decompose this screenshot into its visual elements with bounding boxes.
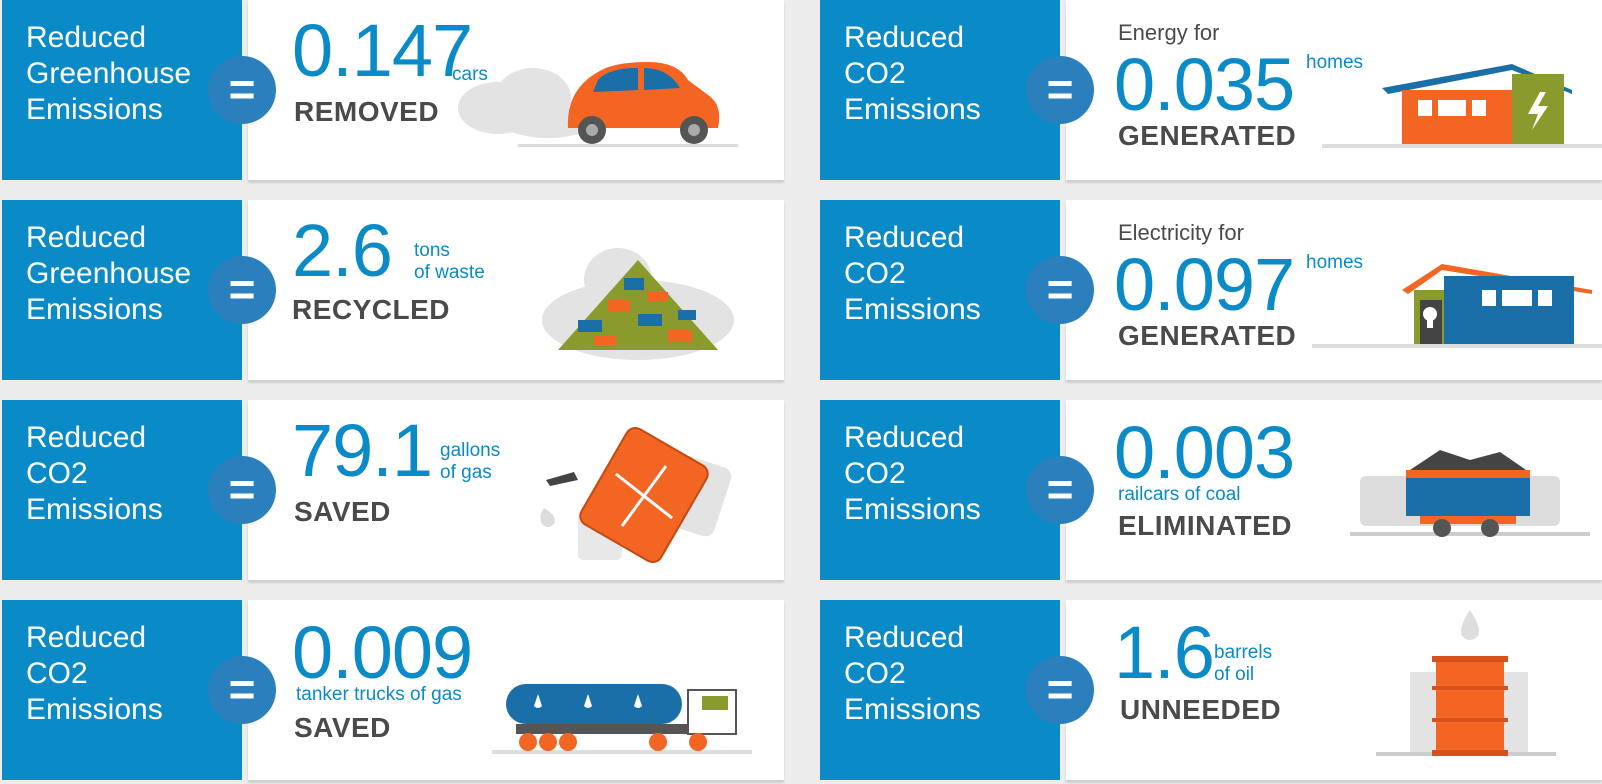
- car-icon: [458, 62, 738, 147]
- equivalent-value: 0.097: [1114, 243, 1295, 326]
- equivalent-unit: railcars of coal: [1118, 484, 1241, 505]
- category-label: Reduced Greenhouse Emissions: [26, 21, 192, 126]
- category-panel: Reduced CO2 Emissions: [2, 600, 242, 780]
- equivalent-pretext: Electricity for: [1118, 220, 1244, 245]
- equivalent-verb: GENERATED: [1118, 120, 1297, 151]
- equivalent-panel: 0.147 cars REMOVED: [248, 0, 784, 180]
- category-panel: Reduced CO2 Emissions: [820, 200, 1060, 380]
- equivalent-value: 0.003: [1114, 411, 1295, 494]
- category-panel: Reduced CO2 Emissions: [820, 600, 1060, 780]
- category-label: Reduced CO2 Emissions: [26, 621, 163, 726]
- equivalent-value: 0.009: [292, 611, 473, 694]
- equivalent-pretext: Energy for: [1118, 20, 1220, 45]
- category-panel: Reduced CO2 Emissions: [820, 400, 1060, 580]
- category-panel: Reduced Greenhouse Emissions: [2, 200, 242, 380]
- category-label: Reduced CO2 Emissions: [844, 421, 981, 526]
- category-label: Reduced Greenhouse Emissions: [26, 221, 192, 326]
- equivalent-verb: ELIMINATED: [1118, 510, 1293, 541]
- equivalent-verb: GENERATED: [1118, 320, 1297, 351]
- equivalent-value: 79.1: [292, 409, 433, 492]
- equals-badge: =: [1026, 56, 1094, 124]
- equivalent-panel: 0.003 railcars of coal ELIMINATED: [1066, 400, 1602, 580]
- equivalent-verb: SAVED: [294, 496, 391, 527]
- category-label: Reduced CO2 Emissions: [844, 621, 981, 726]
- category-label: Reduced CO2 Emissions: [26, 421, 163, 526]
- equivalent-unit: tons of waste: [414, 240, 485, 283]
- equivalent-panel: 79.1 gallons of gas SAVED: [248, 400, 784, 580]
- equals-badge: =: [208, 656, 276, 724]
- oil-barrel-icon: [1376, 610, 1556, 756]
- equivalent-verb: UNNEEDED: [1120, 694, 1282, 725]
- category-panel: Reduced CO2 Emissions: [820, 0, 1060, 180]
- equivalent-unit: homes: [1306, 252, 1364, 273]
- equivalent-verb: REMOVED: [294, 96, 440, 127]
- equivalent-verb: SAVED: [294, 712, 391, 743]
- waste-pile-icon: [542, 248, 734, 360]
- equivalent-value: 1.6: [1114, 611, 1215, 694]
- equals-badge: =: [1026, 456, 1094, 524]
- equivalent-verb: RECYCLED: [292, 294, 451, 325]
- equivalent-value: 0.147: [292, 9, 473, 92]
- gas-can-icon: [540, 427, 732, 563]
- tanker-truck-icon: [492, 684, 752, 754]
- house-lightning-icon: [1322, 64, 1602, 148]
- equivalent-panel: Energy for 0.035 homes GENERATED: [1066, 0, 1602, 180]
- equals-badge: =: [208, 456, 276, 524]
- category-label: Reduced CO2 Emissions: [844, 221, 981, 326]
- equivalent-unit: homes: [1306, 52, 1364, 73]
- equivalent-value: 0.035: [1114, 43, 1295, 126]
- equals-badge: =: [208, 256, 276, 324]
- equals-badge: =: [1026, 256, 1094, 324]
- category-panel: Reduced CO2 Emissions: [2, 400, 242, 580]
- category-label: Reduced CO2 Emissions: [844, 21, 981, 126]
- equivalent-unit: barrels of oil: [1214, 642, 1273, 685]
- equivalent-panel: Electricity for 0.097 homes GENERATED: [1066, 200, 1602, 380]
- equivalent-unit: tanker trucks of gas: [296, 684, 462, 705]
- category-panel: Reduced Greenhouse Emissions: [2, 0, 242, 180]
- coal-railcar-icon: [1350, 450, 1590, 537]
- equivalent-panel: 1.6 barrels of oil UNNEEDED: [1066, 600, 1602, 780]
- equals-badge: =: [1026, 656, 1094, 724]
- equivalent-panel: 0.009 tanker trucks of gas SAVED: [248, 600, 784, 780]
- equivalent-unit: gallons of gas: [440, 440, 501, 483]
- house-bulb-icon: [1312, 264, 1602, 348]
- equivalent-value: 2.6: [292, 209, 393, 292]
- equivalent-panel: 2.6 tons of waste RECYCLED: [248, 200, 784, 380]
- equals-badge: =: [208, 56, 276, 124]
- equivalent-unit: cars: [452, 64, 488, 85]
